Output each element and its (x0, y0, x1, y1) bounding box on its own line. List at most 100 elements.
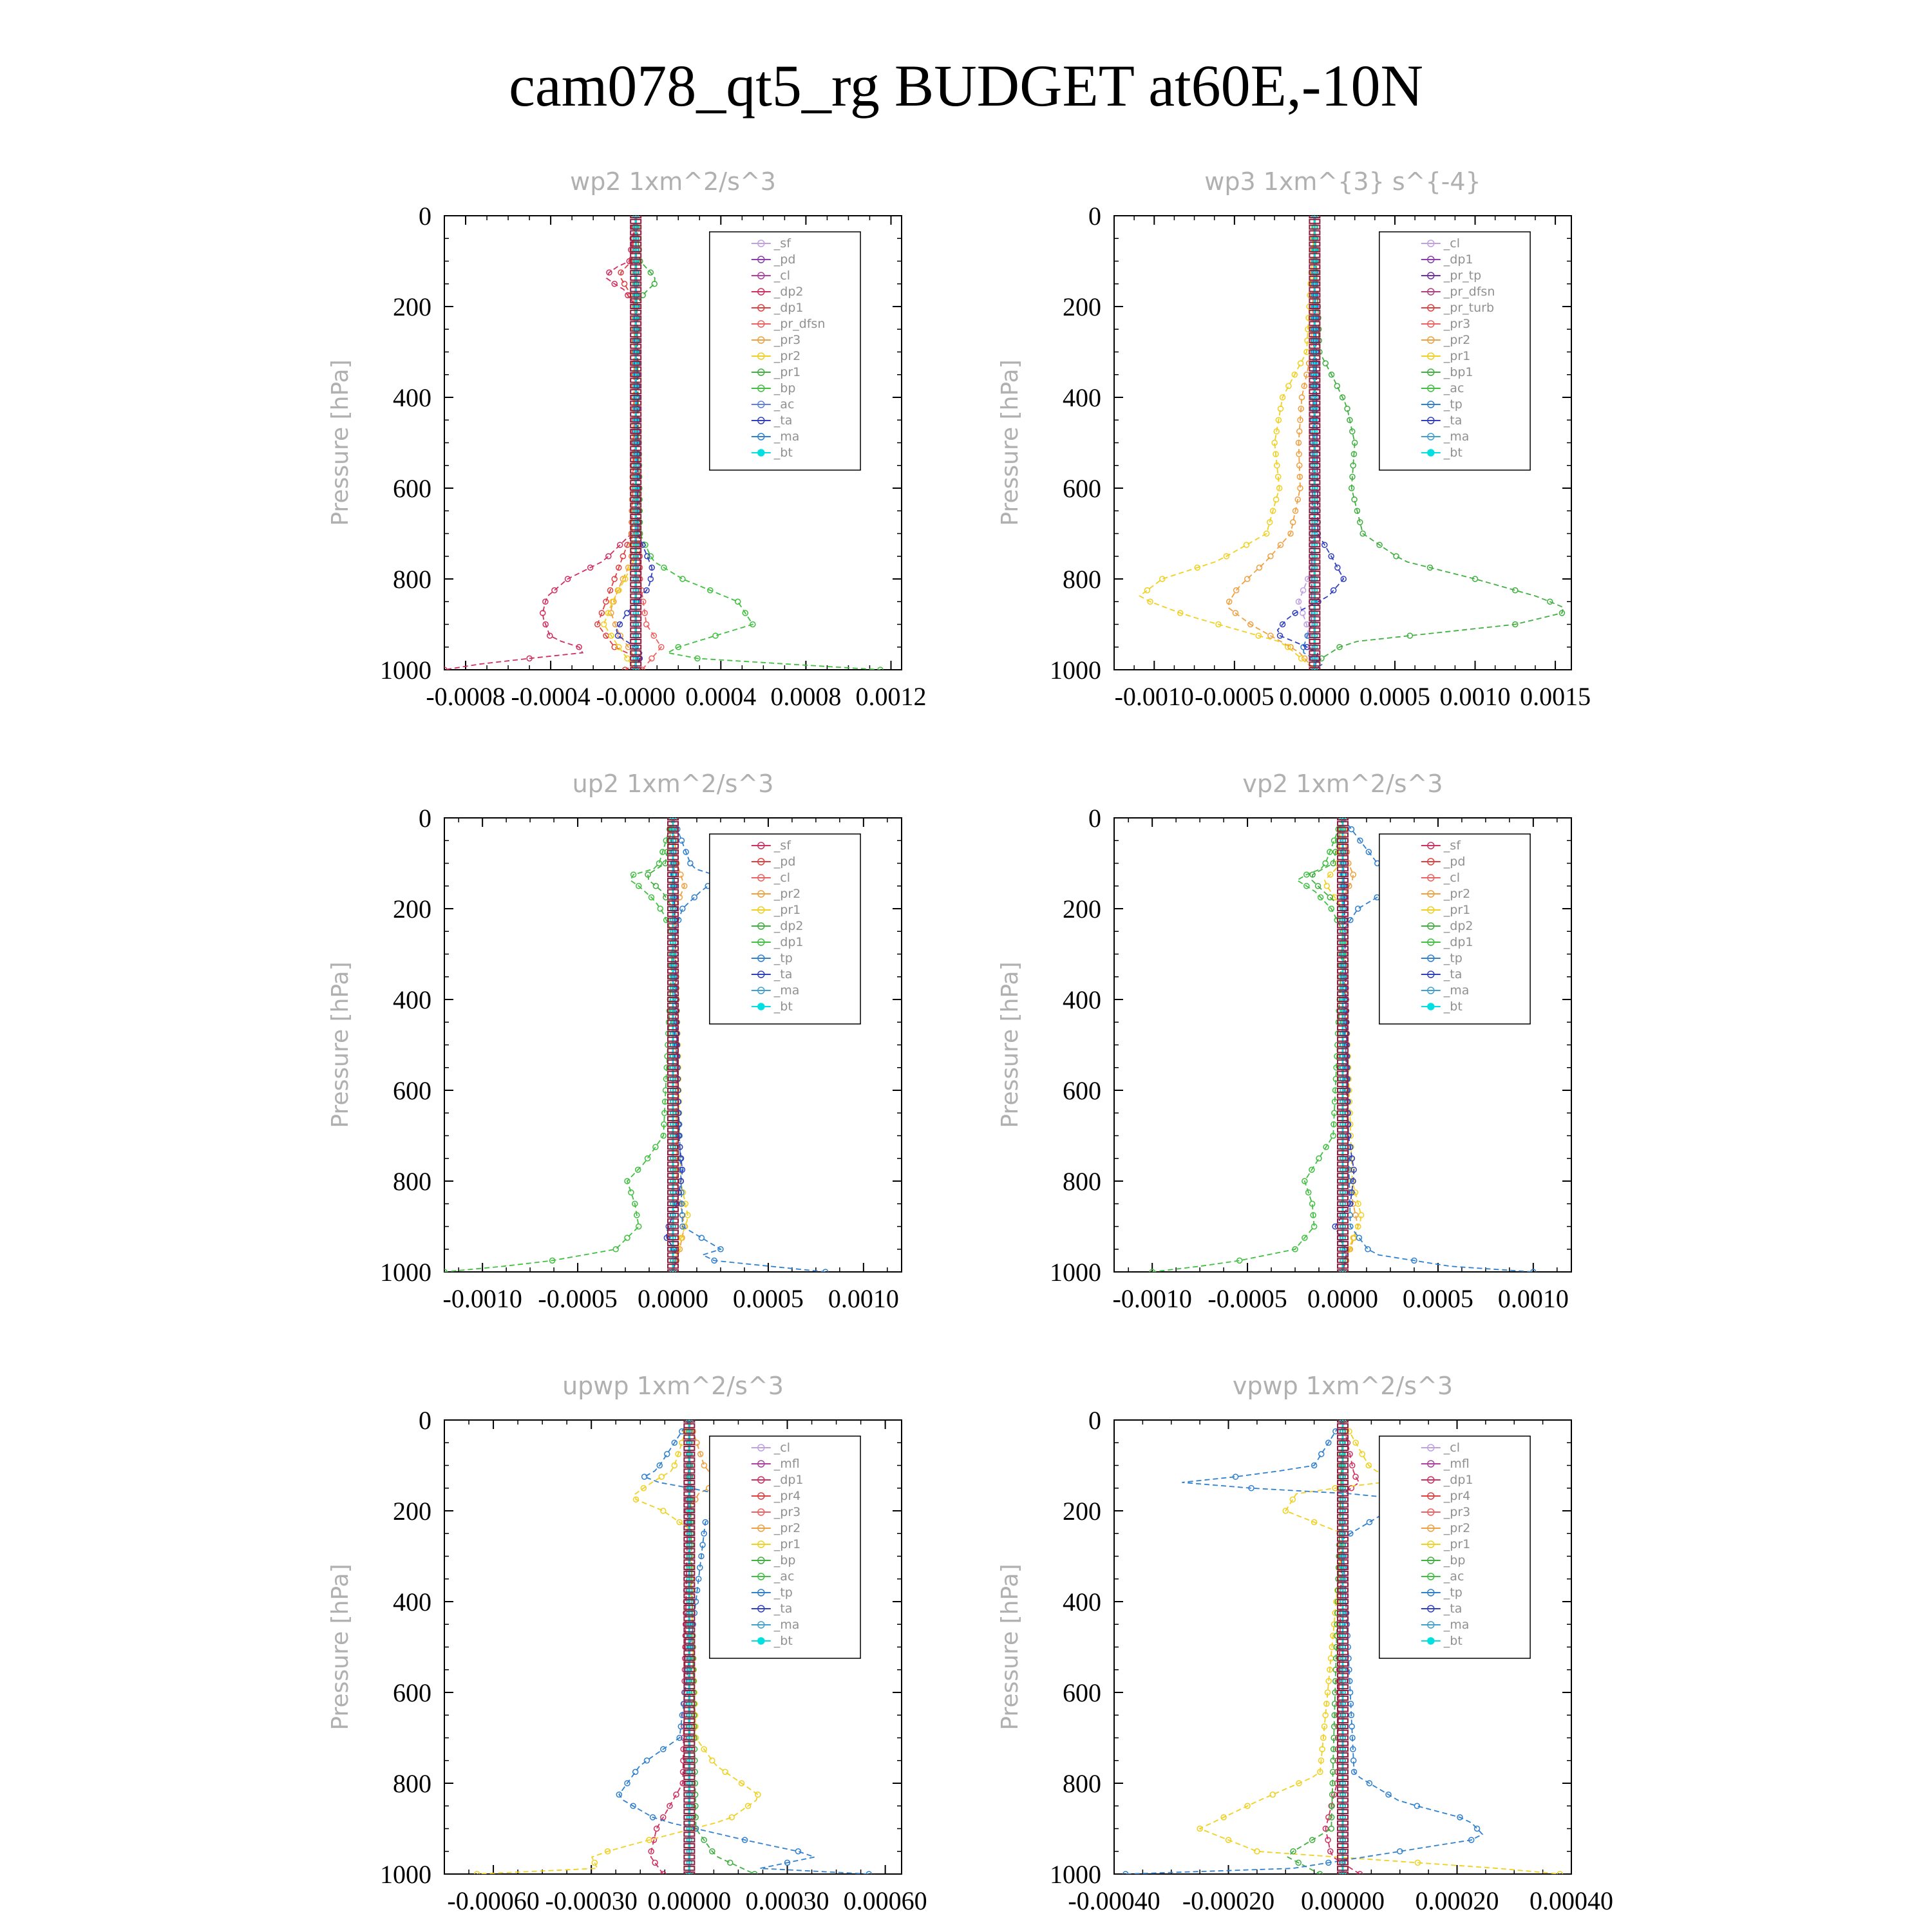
legend-label: _cl (1443, 1441, 1460, 1455)
zero-column-marker (630, 605, 642, 611)
series-point (1303, 871, 1310, 878)
legend-box (1379, 1435, 1531, 1659)
zero-column-marker (1337, 1479, 1349, 1485)
x-tick-label: 0.00000 (1301, 1886, 1385, 1915)
legend-label: _cl (773, 269, 790, 283)
legend-label: _sf (773, 838, 791, 853)
series-point (640, 1485, 647, 1492)
series-point (600, 621, 607, 628)
zero-column-marker (630, 361, 642, 366)
series-point (660, 1814, 667, 1821)
series-point (1243, 542, 1250, 548)
series-point (663, 1235, 670, 1241)
legend-marker (1427, 449, 1435, 457)
series-point (1347, 1678, 1353, 1685)
zero-column-marker (630, 315, 642, 321)
zero-column-marker (667, 1269, 679, 1272)
series-point (564, 576, 571, 582)
legend-marker (757, 256, 765, 263)
zero-column-marker (1309, 440, 1321, 446)
series-point (624, 655, 630, 662)
zero-column-marker (667, 895, 679, 900)
zero-column-marker (1309, 315, 1321, 321)
zero-column-marker (1337, 1019, 1349, 1025)
series-point (1267, 632, 1274, 639)
legend-box (709, 231, 861, 471)
legend-marker (1427, 1621, 1435, 1629)
zero-column-marker (630, 292, 642, 298)
legend-marker (1427, 874, 1435, 882)
series-point (679, 1712, 686, 1718)
series-point (1558, 610, 1566, 616)
zero-column-marker (683, 1757, 696, 1763)
series-point (616, 587, 622, 594)
zero-column-marker (1337, 855, 1349, 860)
zero-column-marker (1337, 820, 1349, 826)
chart-panel-2: up2 1xm^2/s^3 Pressure [hPa] 0 200 400 600 800… (0, 744, 966, 1323)
zero-column-marker (1337, 1048, 1349, 1054)
series-point (1393, 553, 1399, 560)
legend-marker (757, 401, 765, 408)
legend-label: _bt (1443, 446, 1463, 460)
legend-marker (1427, 906, 1435, 914)
legend-label: _ac (773, 397, 795, 412)
zero-column-marker (1337, 826, 1349, 832)
zero-column-marker (667, 1042, 679, 1048)
series-point (1122, 1871, 1129, 1874)
zero-column-marker (683, 1508, 696, 1513)
legend-label: _pr1 (773, 1537, 800, 1551)
series-point (1233, 587, 1240, 594)
zero-column-marker (630, 281, 642, 287)
legend-label: _ma (773, 983, 800, 998)
series-point (651, 281, 658, 287)
zero-column-marker (630, 372, 642, 377)
series-point (614, 632, 621, 639)
series-point (1329, 1803, 1335, 1809)
zero-column-marker (683, 1854, 696, 1860)
legend-marker (757, 1557, 765, 1564)
series-point (1357, 837, 1363, 844)
zero-column-marker (1309, 224, 1321, 230)
series-point (1350, 1235, 1357, 1241)
zero-column-marker (630, 428, 642, 434)
series-point (607, 587, 614, 594)
zero-column-marker (1337, 1093, 1349, 1099)
series-point (656, 860, 663, 867)
series-point (1356, 1235, 1363, 1241)
series-point (697, 1564, 703, 1571)
figure-title: cam078_qt5_rg BUDGET at60E,-10N (509, 53, 1423, 118)
zero-column-marker (1309, 372, 1321, 377)
zero-column-marker (630, 349, 642, 355)
zero-column-marker (667, 849, 679, 855)
series-point (1291, 372, 1298, 378)
y-tick-label: 1000 (380, 1258, 431, 1287)
series-point (1309, 1166, 1315, 1173)
zero-column-marker (630, 247, 642, 252)
legend-marker (757, 1003, 765, 1010)
zero-column-marker (683, 1633, 696, 1638)
zero-column-marker (667, 1014, 679, 1019)
zero-column-marker (1309, 309, 1321, 315)
zero-column-marker (1309, 252, 1321, 258)
x-tick-label: 0.0015 (1520, 682, 1591, 711)
series-point (1296, 428, 1303, 435)
zero-column-marker (1309, 587, 1321, 593)
legend-label: _dp1 (773, 935, 804, 949)
series-point (1177, 610, 1184, 616)
zero-column-marker (683, 1775, 696, 1781)
legend-label: _ma (1443, 430, 1470, 444)
series-point (634, 1212, 640, 1218)
zero-column-marker (1337, 1457, 1349, 1463)
series-point (1317, 1768, 1323, 1776)
zero-column-marker (667, 844, 679, 849)
chart-svg: upwp 1xm^2/s^3 Pressure [hPa] 0 200 400 600 80… (327, 1372, 927, 1915)
zero-column-marker (683, 1610, 696, 1616)
zero-column-marker (683, 1463, 696, 1468)
series-point (648, 894, 655, 901)
legend-marker (1427, 1557, 1435, 1564)
x-tick-label: 0.00000 (647, 1886, 731, 1915)
zero-column-marker (683, 1525, 696, 1531)
series-point (661, 1110, 668, 1116)
x-tick-label: -0.00040 (1068, 1886, 1160, 1915)
series-point (1248, 1485, 1255, 1492)
